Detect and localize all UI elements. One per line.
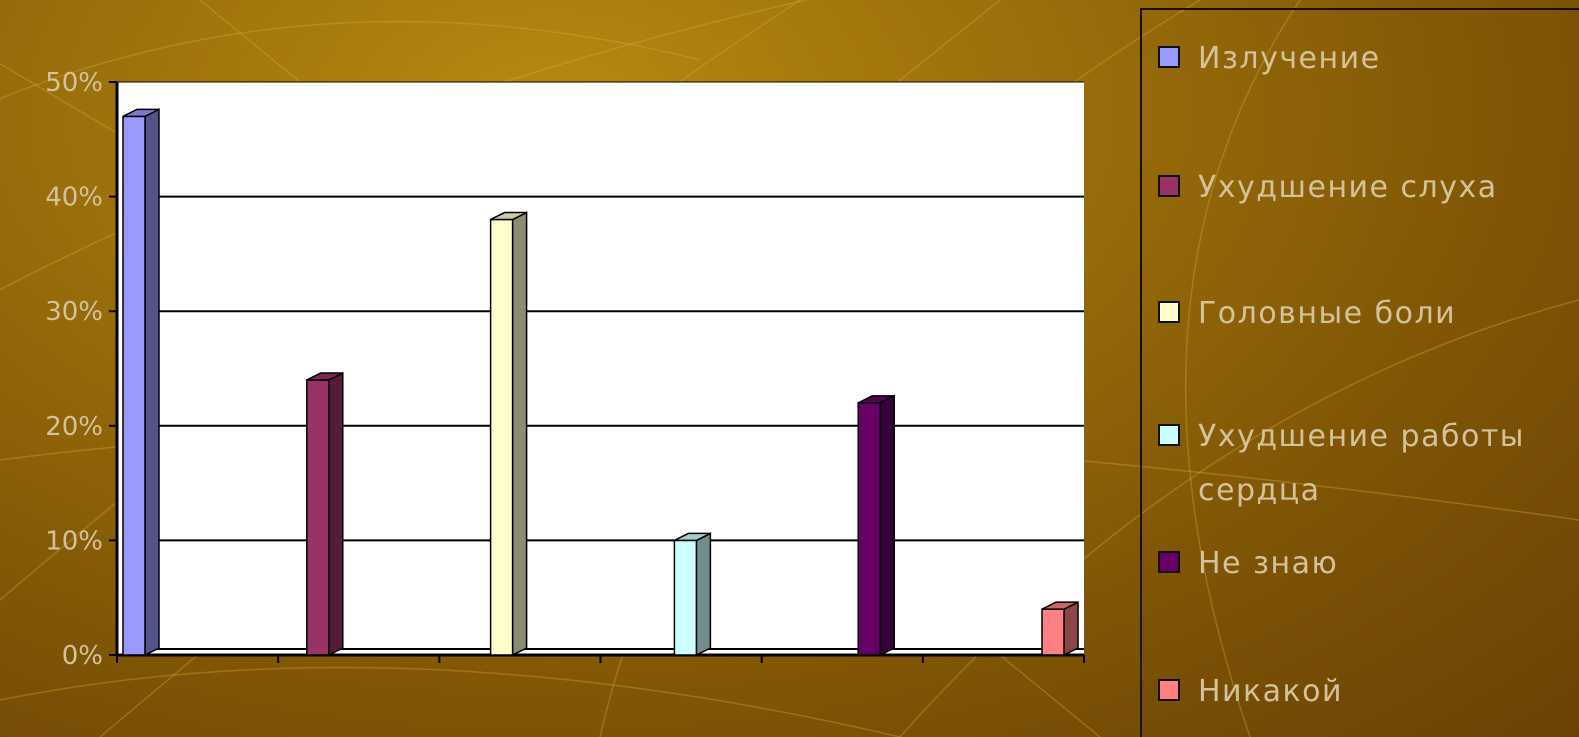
legend: Излучение Ухудшение слуха Головные боли …: [1140, 8, 1579, 737]
bar-chart: 0% 10% 20% 30% 40% 50%: [45, 68, 1085, 671]
y-tick-label: 20%: [45, 412, 103, 442]
bar: [1041, 600, 1079, 657]
y-tick-label: 30%: [45, 297, 103, 327]
legend-label: Никакой: [1198, 674, 1344, 709]
bar: [673, 532, 712, 657]
bar: [857, 394, 895, 657]
y-axis-ticks: 0% 10% 20% 30% 40% 50%: [45, 68, 117, 671]
legend-label: Головные боли: [1198, 296, 1457, 331]
axes: [115, 81, 1085, 663]
legend-swatch: [1158, 551, 1180, 573]
y-tick-label: 50%: [45, 68, 103, 98]
decoration-line: [0, 20, 701, 100]
legend-label: Ухудшение слуха: [1198, 170, 1498, 205]
y-tick-label: 10%: [45, 526, 103, 556]
legend-swatch: [1158, 424, 1180, 446]
legend-label: Излучение: [1198, 41, 1381, 76]
legend-swatch: [1158, 301, 1180, 323]
legend-swatch: [1158, 175, 1180, 197]
legend-swatch: [1158, 679, 1180, 701]
decoration-line: [0, 666, 901, 737]
bar: [489, 211, 528, 657]
plot-area: [117, 82, 1084, 655]
legend-label: Не знаю: [1198, 546, 1339, 581]
bar: [122, 108, 160, 657]
legend-swatch: [1158, 46, 1180, 68]
decoration-line: [1185, 0, 1301, 737]
bars: [122, 108, 1079, 657]
legend-label: Ухудшение работы сердца: [1198, 419, 1525, 508]
y-tick-label: 40%: [45, 183, 103, 213]
bar: [306, 371, 344, 657]
y-tick-label: 0%: [62, 641, 103, 671]
